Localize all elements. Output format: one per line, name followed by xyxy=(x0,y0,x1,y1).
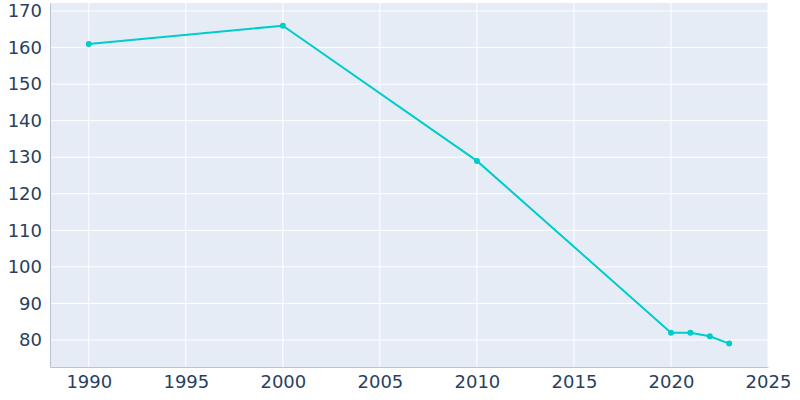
tick-label: 110 xyxy=(8,220,42,241)
tick-label: 2005 xyxy=(357,371,403,392)
grid-line-x xyxy=(573,3,574,367)
tick-label: 2020 xyxy=(649,371,695,392)
tick-label: 160 xyxy=(8,37,42,58)
tick: 90 xyxy=(19,293,50,314)
plot: 1990 1995 2000 2005 2010 2015 2020 2025 80 90 100 1… xyxy=(8,0,792,391)
tick: 160 xyxy=(8,37,50,58)
tick: 1995 xyxy=(163,367,209,392)
grid-line-y xyxy=(50,266,768,267)
tick-label: 120 xyxy=(8,183,42,204)
grid-line-x xyxy=(670,3,671,367)
tick-label: 130 xyxy=(8,146,42,167)
x-axis: 1990 1995 2000 2005 2010 2015 2020 2025 xyxy=(51,367,792,392)
axis-line xyxy=(50,4,51,368)
tick-label: 80 xyxy=(19,329,42,350)
tick: 2000 xyxy=(260,367,306,392)
tick: 2005 xyxy=(357,367,403,392)
grid-line-x xyxy=(88,3,89,367)
grid-line-y xyxy=(50,120,768,121)
tick: 120 xyxy=(8,183,50,204)
grid-line-y xyxy=(50,84,768,85)
grid-line-x xyxy=(768,3,769,367)
grid xyxy=(50,3,768,367)
marker xyxy=(687,330,693,336)
grid-line-y xyxy=(50,11,768,12)
marker xyxy=(280,23,286,29)
grid-line-y xyxy=(50,157,768,158)
tick: 2010 xyxy=(455,367,501,392)
marker xyxy=(474,158,480,164)
grid-line-x xyxy=(476,3,477,367)
tick: 170 xyxy=(8,0,50,21)
grid-line-y xyxy=(50,230,768,231)
tick: 150 xyxy=(8,73,50,94)
plot-background xyxy=(50,3,768,367)
tick: 110 xyxy=(8,220,50,241)
marker xyxy=(726,341,732,347)
grid-line-y xyxy=(50,47,768,48)
marker xyxy=(707,333,713,339)
tick-label: 1990 xyxy=(66,371,112,392)
tick: 100 xyxy=(8,256,50,277)
tick: 2020 xyxy=(649,367,695,392)
marker xyxy=(668,330,674,336)
grid-line-x xyxy=(185,3,186,367)
grid-line-x xyxy=(379,3,380,367)
tick-label: 2015 xyxy=(552,371,598,392)
tick-label: 170 xyxy=(8,0,42,21)
chart: 1990 1995 2000 2005 2010 2015 2020 2025 80 90 100 1… xyxy=(0,0,800,400)
tick: 2015 xyxy=(552,367,598,392)
tick: 1990 xyxy=(66,367,112,392)
tick-label: 100 xyxy=(8,256,42,277)
grid-line-x xyxy=(282,3,283,367)
tick: 140 xyxy=(8,110,50,131)
tick: 80 xyxy=(19,329,50,350)
tick-label: 140 xyxy=(8,110,42,131)
tick-label: 2010 xyxy=(455,371,501,392)
tick-label: 2025 xyxy=(746,371,792,392)
axis-line xyxy=(51,367,769,368)
y-axis: 80 90 100 110 120 130 140 150 160 170 xyxy=(8,0,51,367)
tick: 2025 xyxy=(746,367,792,392)
tick-label: 90 xyxy=(19,293,42,314)
grid-line-y xyxy=(50,193,768,194)
tick-label: 1995 xyxy=(163,371,209,392)
tick: 130 xyxy=(8,146,50,167)
line xyxy=(89,26,729,344)
marker xyxy=(86,41,92,47)
tick-label: 150 xyxy=(8,73,42,94)
series xyxy=(86,23,732,347)
grid-line-y xyxy=(50,339,768,340)
grid-line-y xyxy=(50,303,768,304)
tick-label: 2000 xyxy=(260,371,306,392)
